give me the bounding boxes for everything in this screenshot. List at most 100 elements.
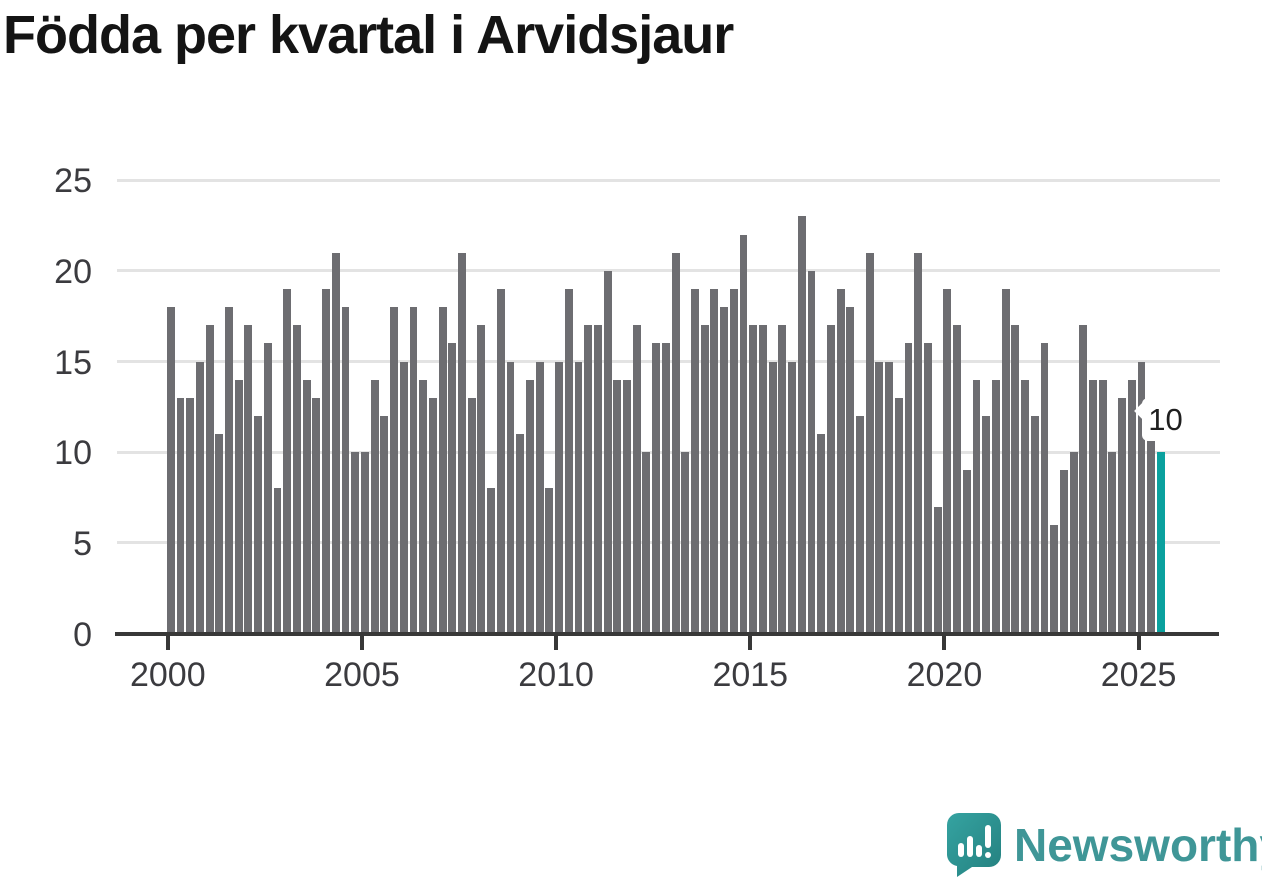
bar [904, 343, 913, 634]
bar [924, 343, 932, 634]
bar [710, 288, 719, 634]
bar [671, 252, 680, 634]
bar [778, 325, 787, 634]
x-axis-tick-label: 2010 [518, 655, 594, 694]
bar [506, 361, 515, 634]
bar [244, 325, 253, 634]
bar [652, 343, 661, 634]
bar [991, 379, 1000, 634]
bar [535, 361, 544, 634]
y-axis-tick-label: 0 [73, 615, 92, 654]
bar [1118, 397, 1127, 634]
x-axis-line [115, 631, 1219, 636]
bar [788, 361, 796, 634]
newsworthy-logo: Newsworthy [946, 812, 1262, 878]
bar [341, 307, 350, 634]
bar [1127, 379, 1136, 634]
bar [758, 325, 767, 634]
bar [263, 343, 272, 634]
bar [195, 361, 204, 634]
bar [856, 415, 864, 634]
bar-highlighted-latest [1157, 452, 1165, 634]
bar [370, 379, 379, 634]
x-axis-tick-label: 2005 [324, 655, 400, 694]
bar [496, 288, 505, 634]
bar [312, 397, 321, 634]
bar [419, 379, 428, 634]
x-axis-tick-mark [554, 635, 559, 650]
y-axis-tick-label: 20 [54, 252, 92, 291]
bar [331, 252, 340, 634]
x-axis-tick-mark [165, 635, 170, 650]
bar [574, 361, 583, 634]
last-value-label: 10 [1148, 402, 1183, 437]
bar [593, 325, 602, 634]
bar [623, 379, 631, 634]
bar [1040, 343, 1049, 634]
bar [322, 288, 331, 634]
bar [293, 325, 301, 634]
bar [1021, 379, 1029, 634]
bar [1137, 361, 1146, 634]
bar [632, 325, 641, 634]
bar [875, 361, 884, 634]
bar [225, 307, 233, 634]
bar [933, 506, 942, 634]
bar [390, 307, 398, 634]
y-axis-tick-label: 10 [54, 434, 92, 473]
newsworthy-speech-bubble-chart-icon [947, 813, 1001, 877]
bar [525, 379, 534, 634]
bar [584, 325, 593, 634]
grid-line [117, 178, 1220, 182]
bar [700, 325, 709, 634]
x-axis-tick-mark [359, 635, 364, 650]
bar [1030, 415, 1039, 634]
bar [555, 361, 563, 634]
bar [729, 288, 738, 634]
bar [603, 270, 612, 634]
y-axis-tick-label: 15 [54, 343, 92, 382]
bar [380, 415, 389, 634]
bar [254, 415, 263, 634]
bar [205, 325, 214, 634]
bar [953, 325, 962, 634]
bar [885, 361, 894, 634]
bar [914, 252, 923, 634]
bar [176, 397, 185, 634]
y-axis-tick-label: 25 [54, 162, 92, 201]
bar [234, 379, 243, 634]
bar [865, 252, 874, 634]
bar [982, 415, 991, 634]
bar [972, 379, 981, 634]
bar [1108, 452, 1117, 634]
x-axis-tick-mark [748, 635, 753, 650]
bar [739, 234, 748, 634]
bar [661, 343, 670, 634]
bar [720, 307, 729, 634]
bar [186, 397, 195, 634]
bar [166, 307, 175, 634]
bar [962, 470, 971, 634]
bar [283, 288, 292, 634]
bar [448, 343, 457, 634]
bar [360, 452, 369, 634]
bar [1079, 325, 1088, 634]
bar [1098, 379, 1107, 634]
bar [1059, 470, 1068, 634]
y-axis-tick-label: 5 [73, 524, 92, 563]
bar [302, 379, 311, 634]
last-value-annotation: 10 [1142, 398, 1190, 441]
bar [351, 452, 360, 634]
bar [428, 397, 437, 634]
bar [1147, 434, 1156, 634]
bar [826, 325, 835, 634]
bar [691, 288, 699, 634]
bar [487, 488, 496, 634]
x-axis-tick-mark [1136, 635, 1141, 650]
bar [613, 379, 622, 634]
bar [836, 288, 845, 634]
x-axis-tick-label: 2000 [129, 655, 206, 694]
bar [516, 434, 525, 634]
bar [409, 307, 418, 634]
bar [438, 307, 447, 634]
